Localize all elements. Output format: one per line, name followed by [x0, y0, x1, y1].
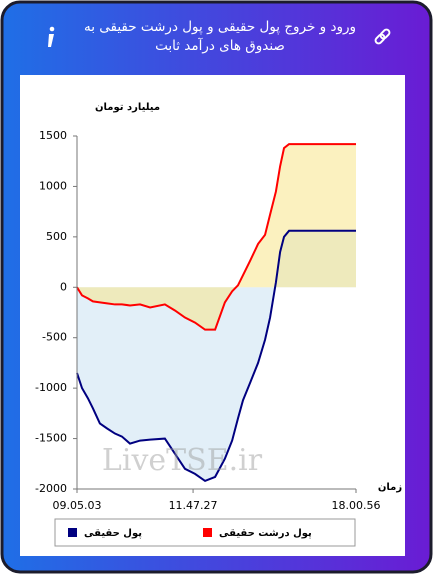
series-area	[77, 144, 356, 330]
series-line	[76, 143, 356, 331]
y-tick-label: 1500	[39, 129, 67, 142]
legend-swatch	[68, 528, 77, 537]
y-tick-label: -1500	[35, 432, 67, 445]
x-tick-label: 18.00.56	[332, 499, 381, 512]
watermark: LiveTSE.ir	[102, 443, 263, 478]
legend-label: پول حقیقی	[84, 528, 142, 539]
y-tick-label: -2000	[35, 482, 67, 495]
y-axis-label: میلیارد تومان	[95, 102, 160, 113]
plot	[76, 143, 356, 483]
y-tick-label: 0	[60, 280, 67, 293]
y-tick-label: 1000	[39, 179, 67, 192]
info-icon[interactable]	[48, 26, 55, 47]
x-tick-label: 09.05.03	[53, 499, 102, 512]
header-title: ورود و خروج پول حقیقی و پول درشت حقیقی ب…	[83, 19, 357, 54]
x-tick-label: 11.47.27	[169, 499, 218, 512]
link-icon[interactable]	[374, 28, 391, 45]
legend-label: پول درشت حقیقی	[219, 528, 312, 539]
series-line	[76, 229, 356, 483]
y-tick-label: -1000	[35, 381, 67, 394]
legend-swatch	[203, 528, 212, 537]
y-tick-label: -500	[42, 331, 67, 344]
header-title-box: ورود و خروج پول حقیقی و پول درشت حقیقی ب…	[83, 19, 357, 54]
x-axis-label: زمان	[378, 482, 402, 493]
y-tick-label: 500	[46, 230, 67, 243]
